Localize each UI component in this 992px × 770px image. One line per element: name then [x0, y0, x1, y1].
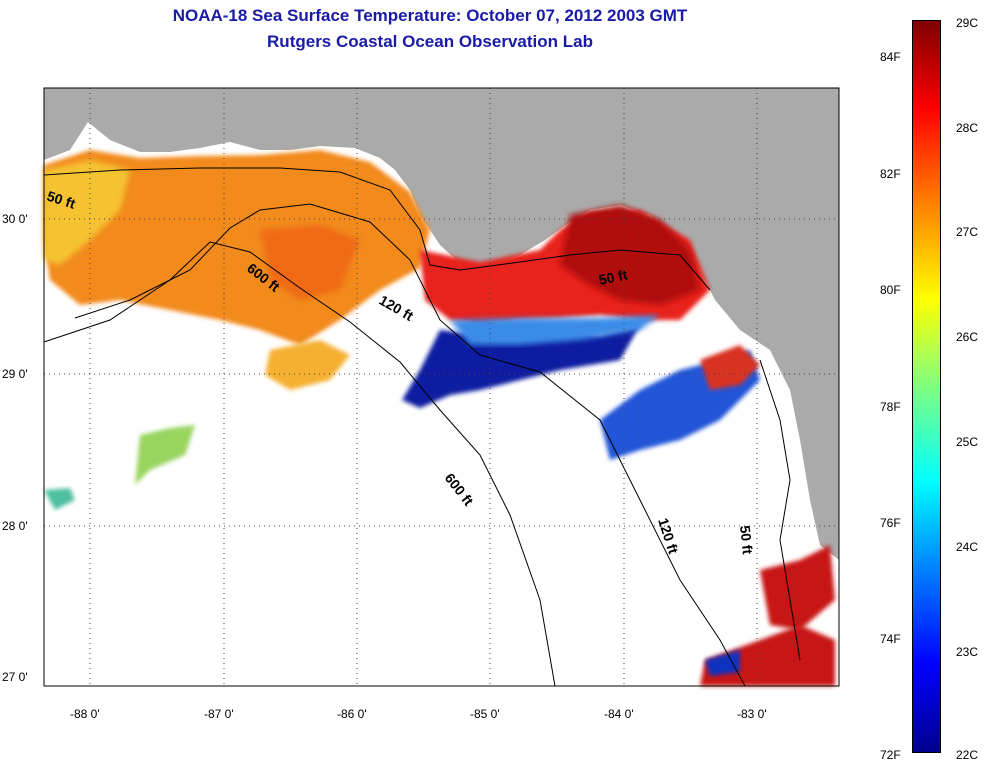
colorbar-f-76: 76F — [880, 516, 901, 530]
isobath-600-line — [43, 241, 556, 687]
colorbar-c-25: 25C — [956, 435, 979, 449]
isobath-contours — [43, 167, 801, 687]
colorbar-f-80: 80F — [880, 283, 901, 297]
sst-data-layer — [44, 150, 835, 686]
colorbar-f-72: 72F — [880, 748, 901, 762]
colorbar-c-27: 27C — [956, 225, 979, 239]
lon-label-86: -86 0' — [337, 707, 367, 721]
land-area — [44, 88, 839, 560]
label-50ft-central: 50 ft — [597, 266, 629, 288]
plot-frame — [43, 87, 840, 687]
temperature-colorbar — [912, 20, 941, 753]
colorbar-c-24: 24C — [956, 540, 979, 554]
colorbar-c-26: 26C — [956, 330, 979, 344]
colorbar-f-78: 78F — [880, 400, 901, 414]
map-subtitle: Rutgers Coastal Ocean Observation Lab — [267, 32, 593, 51]
colorbar-c-23: 23C — [956, 645, 979, 659]
colorbar-f-84: 84F — [880, 50, 901, 64]
colorbar-f-82: 82F — [880, 167, 901, 181]
colorbar-f-74: 74F — [880, 632, 901, 646]
colorbar-c-22: 22C — [956, 748, 979, 762]
map-title: NOAA-18 Sea Surface Temperature: October… — [172, 6, 688, 25]
isobath-50-east-line — [759, 359, 801, 661]
lat-label-28: 28 0' — [2, 519, 28, 533]
label-50ft-south: 50 ft — [737, 525, 756, 556]
lon-label-87: -87 0' — [204, 707, 234, 721]
lat-label-27: 27 0' — [2, 670, 28, 684]
lat-label-29: 29 0' — [2, 367, 28, 381]
lon-label-88: -88 0' — [70, 707, 100, 721]
colorbar-c-29: 29C — [956, 16, 979, 30]
isobath-50-line — [43, 167, 711, 291]
isobath-120-line — [74, 203, 746, 687]
lon-label-85: -85 0' — [470, 707, 500, 721]
lat-label-30: 30 0' — [2, 212, 28, 226]
lon-label-84: -84 0' — [604, 707, 634, 721]
lon-label-83: -83 0' — [737, 707, 767, 721]
colorbar-c-28: 28C — [956, 121, 979, 135]
